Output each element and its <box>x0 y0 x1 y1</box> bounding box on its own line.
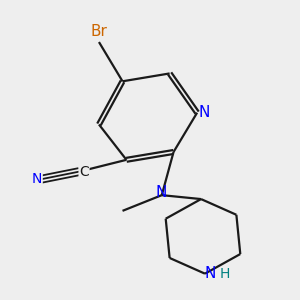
Text: N: N <box>204 266 216 281</box>
Text: C: C <box>79 165 89 178</box>
Text: N: N <box>32 172 42 186</box>
Text: N: N <box>155 185 167 200</box>
Text: H: H <box>219 267 230 281</box>
Text: N: N <box>198 105 209 120</box>
Text: Br: Br <box>91 23 107 38</box>
